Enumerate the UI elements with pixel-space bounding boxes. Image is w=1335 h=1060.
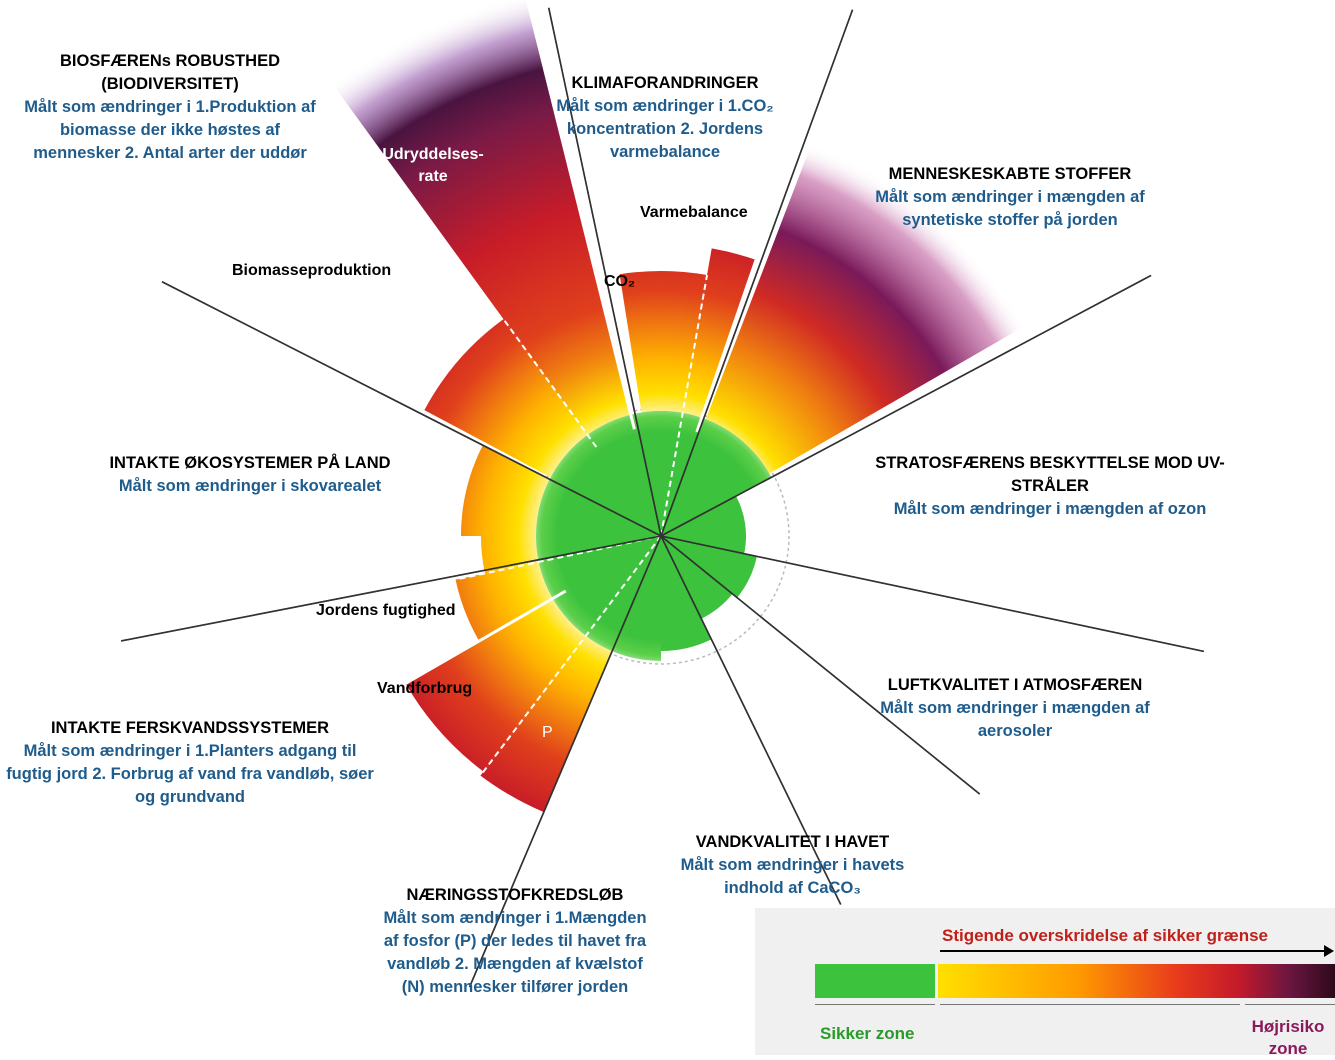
label-phosphorus: P [542,724,553,742]
boundary-title: BIOSFÆRENs ROBUSTHED (BIODIVERSITET) [20,50,320,96]
label-heat-balance: Varmebalance [640,204,748,222]
legend-risk-underline [1245,1004,1335,1005]
boundary-divider-line [661,536,1204,651]
boundary-description: Målt som ændringer i 1.Produktion af bio… [20,96,320,165]
boundary-description: Målt som ændringer i havets indhold af C… [660,854,925,900]
boundary-title: KLIMAFORANDRINGER [540,72,790,95]
boundary-title: INTAKTE FERSKVANDSSYSTEMER [5,717,375,740]
boundary-aerosols: LUFTKVALITET I ATMOSFÆREN Målt som ændri… [850,674,1180,743]
boundary-title: STRATOSFÆRENS BESKYTTELSE MOD UV-STRÅLER [860,452,1240,498]
boundary-ocean: VANDKVALITET I HAVET Målt som ændringer … [660,831,925,900]
boundary-title: LUFTKVALITET I ATMOSFÆREN [850,674,1180,697]
legend-arrow-line [940,950,1325,952]
boundary-description: Målt som ændringer i mængden af aerosole… [850,697,1180,743]
legend: Stigende overskridelse af sikker grænse … [755,908,1335,1055]
boundary-title: VANDKVALITET I HAVET [660,831,925,854]
label-soil-moisture: Jordens fugtighed [316,602,456,620]
boundary-description: Målt som ændringer i 1.Planters adgang t… [5,740,375,809]
boundary-freshwater: INTAKTE FERSKVANDSSYSTEMER Målt som ændr… [5,717,375,809]
label-nitrogen: N [609,757,621,775]
legend-arrowhead-icon [1324,945,1334,957]
boundary-biosphere: BIOSFÆRENs ROBUSTHED (BIODIVERSITET) Mål… [20,50,320,165]
label-biomass: Biomasseproduktion [232,262,391,280]
boundary-title: INTAKTE ØKOSYSTEMER PÅ LAND [70,452,430,475]
boundary-description: Målt som ændringer i mængden af ozon [860,498,1240,521]
boundary-title: MENNESKESKABTE STOFFER [845,163,1175,186]
label-water-use: Vandforbrug [377,680,472,698]
legend-safe-label: Sikker zone [820,1024,915,1044]
boundary-divider-line [661,536,980,794]
legend-safe-swatch [815,964,935,998]
boundary-nutrients: NÆRINGSSTOFKREDSLØB Målt som ændringer i… [375,884,655,999]
boundary-land: INTAKTE ØKOSYSTEMER PÅ LAND Målt som ænd… [70,452,430,498]
boundary-title: NÆRINGSSTOFKREDSLØB [375,884,655,907]
boundary-description: Målt som ændringer i skovarealet [70,475,430,498]
boundary-description: Målt som ændringer i mængden af syntetis… [845,186,1175,232]
legend-increasing-text: Stigende overskridelse af sikker grænse [942,926,1268,946]
legend-high-risk-label: Højrisiko zone [1233,1016,1335,1060]
boundary-description: Målt som ændringer i 1.CO₂ koncentration… [540,95,790,164]
legend-gradient-underline [940,1004,1240,1005]
legend-safe-underline [815,1004,935,1005]
legend-risk-gradient [938,964,1335,998]
boundary-novel-entities: MENNESKESKABTE STOFFER Målt som ændringe… [845,163,1175,232]
boundary-ozone: STRATOSFÆRENS BESKYTTELSE MOD UV-STRÅLER… [860,452,1240,521]
label-extinction-rate: Udryddelses-rate [368,144,498,188]
label-text: Udryddelses-rate [382,146,483,185]
boundary-climate: KLIMAFORANDRINGER Målt som ændringer i 1… [540,72,790,164]
label-co2: CO₂ [604,273,635,291]
boundary-description: Målt som ændringer i 1.Mængden af fosfor… [375,907,655,999]
